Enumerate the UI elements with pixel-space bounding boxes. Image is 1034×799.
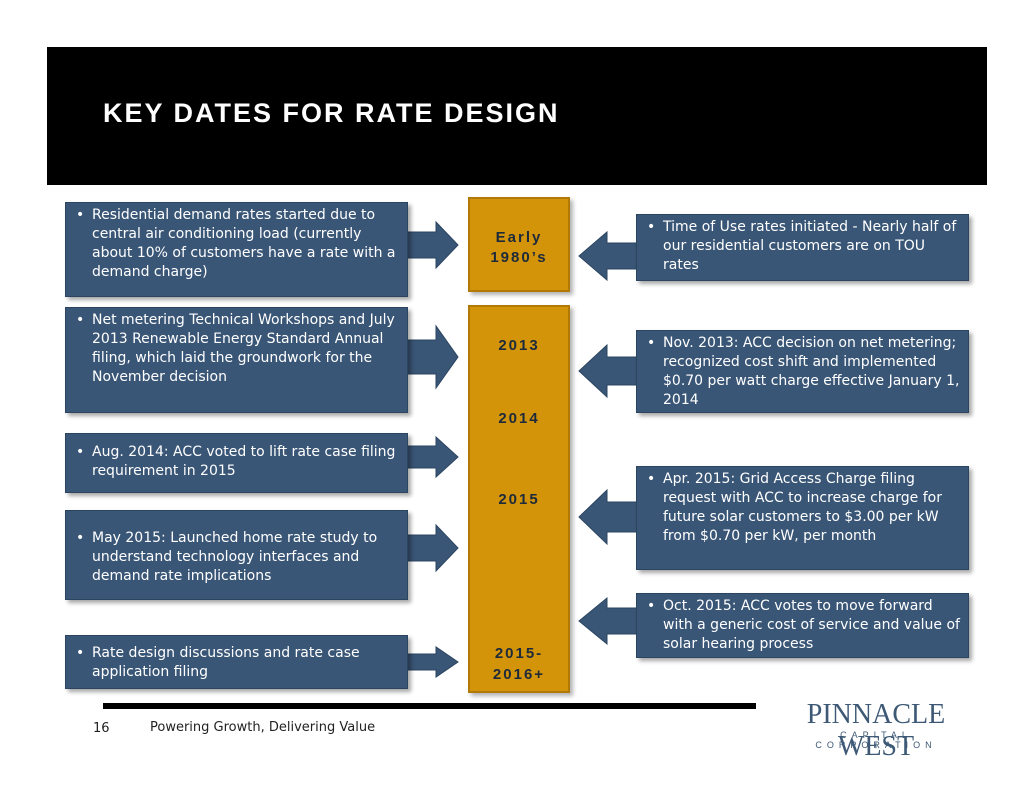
page-number: 16: [93, 721, 110, 736]
right-box-nov-2013: • Nov. 2013: ACC decision on net metering…: [636, 330, 969, 413]
footer-divider: [103, 703, 756, 709]
arrow-left-icon: [578, 343, 640, 399]
footer-tagline: Powering Growth, Delivering Value: [150, 720, 376, 735]
arrow-right-icon: [405, 220, 459, 270]
arrow-right-icon: [405, 646, 459, 678]
timeline-2015-2016: 2015- 2016+: [492, 645, 546, 683]
page-title: KEY DATES FOR RATE DESIGN: [103, 98, 560, 128]
timeline-2015: 2015: [498, 491, 540, 508]
arrow-right-icon: [405, 324, 459, 390]
company-logo: PINNACLE WEST: [806, 699, 946, 762]
timeline-early-1980s: Early 1980’s: [490, 229, 548, 266]
right-box-oct-2015: • Oct. 2015: ACC votes to move forward wi…: [636, 593, 969, 658]
timeline-2013: 2013: [498, 337, 540, 354]
timeline-block-main: [468, 305, 570, 693]
left-box-may-2015: • May 2015: Launched home rate study to u…: [65, 510, 408, 600]
company-logo-subtitle: CAPITAL CORPORATION: [815, 730, 937, 750]
arrow-left-icon: [578, 596, 640, 646]
arrow-right-icon: [405, 435, 459, 479]
right-box-time-of-use: • Time of Use rates initiated - Nearly ha…: [636, 214, 969, 281]
left-box-aug-2014: • Aug. 2014: ACC voted to lift rate case …: [65, 433, 408, 493]
arrow-right-icon: [405, 523, 459, 573]
left-box-residential-demand: • Residential demand rates started due to…: [65, 202, 408, 297]
arrow-left-icon: [578, 230, 640, 282]
right-box-apr-2015: • Apr. 2015: Grid Access Charge filing re…: [636, 466, 969, 570]
left-box-rate-design-discussions: • Rate design discussions and rate case a…: [65, 635, 408, 689]
timeline-block-early: [468, 197, 570, 292]
left-box-net-metering-workshops: • Net metering Technical Workshops and Ju…: [65, 307, 408, 413]
timeline-2014: 2014: [498, 410, 540, 427]
title-bar: [47, 47, 987, 185]
arrow-left-icon: [578, 488, 640, 546]
